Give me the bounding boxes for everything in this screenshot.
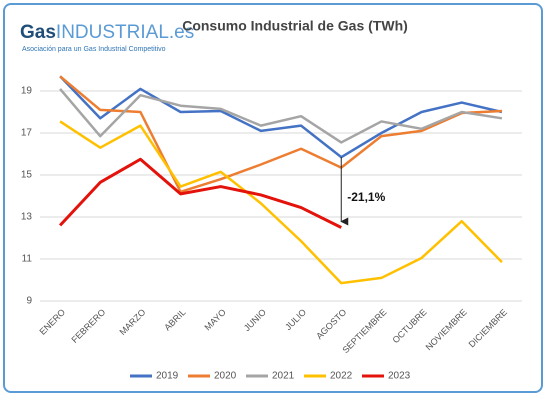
logo-tagline: Asociación para un Gas Industrial Compet…	[22, 46, 166, 53]
y-tick-label: 17	[21, 128, 33, 139]
y-tick-label: 11	[22, 254, 33, 265]
x-tick-label: MARZO	[117, 307, 147, 337]
line	[59, 88, 503, 144]
line	[58, 157, 342, 229]
x-tick-label: NOVIEMBRE	[424, 307, 469, 352]
x-tick-label: ENERO	[37, 307, 67, 337]
y-tick-label: 19	[21, 86, 33, 97]
chart-title: Consumo Industrial de Gas (TWh)	[182, 18, 408, 34]
x-tick-label: FEBRERO	[70, 307, 108, 345]
frame	[3, 3, 543, 393]
x-tick-label: OCTUBRE	[390, 307, 428, 345]
y-tick-label: 9	[26, 296, 32, 307]
annotation: -21,1%	[347, 190, 385, 204]
x-tick-label: JUNIO	[242, 307, 268, 333]
logo: GasINDUSTRIAL.es	[20, 22, 194, 43]
x-tick-label: ABRIL	[162, 307, 187, 332]
line	[59, 75, 503, 159]
y-tick-label: 13	[21, 212, 33, 223]
x-tick-label: DICIEMBRE	[467, 307, 509, 349]
logo-rest: INDUSTRIAL.es	[56, 22, 194, 43]
legend-label: 2020	[214, 371, 237, 382]
y-tick-label: 15	[21, 170, 33, 181]
line	[59, 75, 502, 194]
logo-main: Gas	[20, 22, 56, 43]
legend-label: 2019	[156, 371, 179, 382]
x-tick-label: MAYO	[202, 307, 227, 332]
x-tick-label: AGOSTO	[314, 307, 348, 341]
legend-label: 2023	[388, 371, 411, 382]
legend-label: 2022	[330, 371, 353, 382]
legend-label: 2021	[272, 371, 295, 382]
line	[59, 120, 503, 285]
x-tick-label: JULIO	[283, 307, 308, 332]
